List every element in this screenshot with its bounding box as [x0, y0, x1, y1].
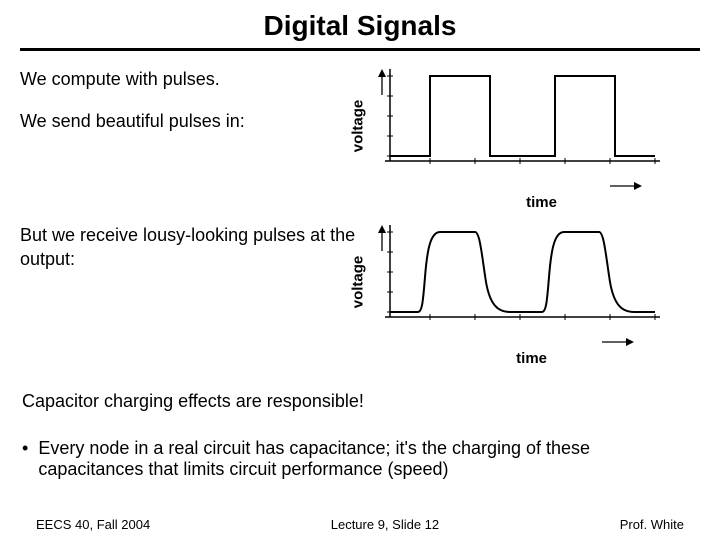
row-output-pulses: But we receive lousy-looking pulses at t… [20, 217, 700, 347]
content-area: We compute with pulses. We send beautifu… [0, 51, 720, 347]
para-send: We send beautiful pulses in: [20, 109, 360, 133]
bullet-paragraph: • Every node in a real circuit has capac… [22, 438, 698, 480]
footer-left: EECS 40, Fall 2004 [36, 517, 150, 532]
footer-right: Prof. White [620, 517, 684, 532]
ylabel-2: voltage [350, 256, 367, 309]
left-text-block-1: We compute with pulses. We send beautifu… [20, 61, 360, 134]
slide-title: Digital Signals [0, 0, 720, 48]
bullet-marker: • [22, 438, 28, 480]
chart-ideal-pulses: voltage [360, 61, 690, 191]
footer: EECS 40, Fall 2004 Lecture 9, Slide 12 P… [0, 517, 720, 532]
chart-distorted-pulses: voltage time [360, 217, 690, 347]
conclusion-text: Capacitor charging effects are responsib… [22, 391, 698, 412]
chart2-svg [360, 217, 670, 357]
para-compute: We compute with pulses. [20, 67, 360, 91]
ylabel-1: voltage [350, 100, 367, 153]
chart1-svg [360, 61, 670, 201]
bullet-text: Every node in a real circuit has capacit… [38, 438, 698, 480]
xlabel-2: time [516, 350, 547, 367]
footer-center: Lecture 9, Slide 12 [331, 517, 439, 532]
left-text-block-2: But we receive lousy-looking pulses at t… [20, 217, 360, 272]
row-input-pulses: We compute with pulses. We send beautifu… [20, 61, 700, 191]
para-receive: But we receive lousy-looking pulses at t… [20, 223, 360, 272]
xlabel-1: time [526, 194, 557, 211]
